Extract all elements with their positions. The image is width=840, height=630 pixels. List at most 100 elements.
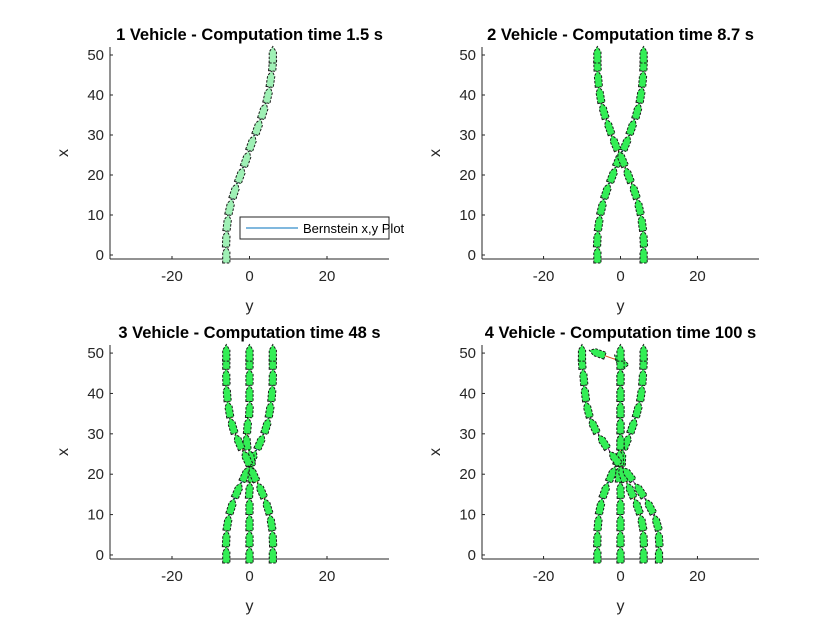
y-tick-label: 10 <box>87 207 104 224</box>
vehicle-marker <box>598 101 610 121</box>
vehicle-marker <box>228 182 240 201</box>
x-axis-label: y <box>246 598 254 615</box>
vehicle-marker <box>616 529 625 548</box>
vehicle-marker <box>637 513 648 532</box>
vehicle-marker <box>604 118 616 137</box>
x-tick-label: -20 <box>161 268 183 285</box>
vehicle-marker <box>225 497 237 516</box>
x-axis-label: y <box>617 598 625 615</box>
x-tick-label: 20 <box>319 568 336 585</box>
chart-title: 4 Vehicle - Computation time 100 s <box>485 324 756 342</box>
vehicle-marker <box>221 529 231 548</box>
vehicle-marker <box>222 545 231 564</box>
x-tick-label: -20 <box>161 568 183 585</box>
vehicle-marker <box>583 400 594 419</box>
vehicle-marker <box>605 166 618 185</box>
vehicle-marker <box>616 416 625 435</box>
x-tick-label: 0 <box>245 268 253 285</box>
vehicle-marker <box>588 417 601 436</box>
vehicle-marker <box>248 465 261 484</box>
x-axis-label: y <box>246 298 254 315</box>
vehicle-marker <box>245 529 254 548</box>
x-tick-label: 20 <box>319 268 336 285</box>
y-tick-label: 40 <box>459 385 476 402</box>
vehicle-marker <box>593 545 602 564</box>
vehicle-marker <box>579 367 589 387</box>
vehicle-marker <box>224 400 235 419</box>
vehicle-marker <box>617 150 630 169</box>
vehicle-marker <box>635 85 646 105</box>
vehicle-marker <box>577 343 587 362</box>
y-tick-label: 50 <box>459 345 476 362</box>
vehicle-marker <box>598 434 612 452</box>
subplot-1: -20 0 20 0 10 20 30 40 50 y x 1 Vehicle - Computati… <box>55 26 405 315</box>
y-tick-label: 20 <box>459 167 476 184</box>
vehicle-marker <box>593 529 602 548</box>
y-tick-label: 10 <box>459 507 476 524</box>
vehicle-marker <box>639 545 648 564</box>
vehicle-marker <box>267 384 277 403</box>
y-tick-label: 40 <box>87 385 104 402</box>
vehicle-marker <box>634 197 645 217</box>
vehicle-marker <box>245 134 257 153</box>
vehicle-marker <box>222 343 231 362</box>
vehicle-marker <box>626 416 638 436</box>
vehicle-marker <box>227 416 239 436</box>
x-tick-label: 0 <box>616 568 624 585</box>
y-tick-label: 10 <box>87 507 104 524</box>
vehicle-marker <box>637 213 648 232</box>
y-tick-label: 0 <box>468 547 476 564</box>
vehicle-marker <box>616 545 625 564</box>
subplot-2: -20 0 20 0 10 20 30 40 50 y x 2 Vehicle - Computati… <box>427 26 759 315</box>
vehicle-marker <box>654 529 664 548</box>
vehicle-marker <box>580 384 591 403</box>
vehicle-marker <box>616 367 625 386</box>
vehicle-marker <box>635 384 646 403</box>
vehicle-marker <box>245 513 254 532</box>
vehicle-marker <box>222 384 232 403</box>
vehicle-marker <box>631 400 643 419</box>
x-tick-label: 20 <box>689 268 706 285</box>
vehicle-marker <box>639 343 648 362</box>
y-tick-label: 30 <box>459 127 476 144</box>
chart-title: 3 Vehicle - Computation time 48 s <box>118 324 380 342</box>
vehicle-marker <box>222 245 231 264</box>
vehicle-marker <box>593 245 602 264</box>
x-axis-label: y <box>617 298 625 315</box>
vehicle-marker <box>245 545 254 564</box>
vehicle-marker <box>631 101 643 121</box>
y-tick-label: 20 <box>87 167 104 184</box>
y-tick-label: 0 <box>468 247 476 264</box>
chart-title: 2 Vehicle - Computation time 8.7 s <box>487 26 754 44</box>
vehicle-marker <box>260 416 272 436</box>
legend-box <box>239 216 390 240</box>
vehicle-marker <box>265 69 276 89</box>
vehicle-marker <box>594 497 606 516</box>
vehicle-marker <box>221 229 231 248</box>
vehicle-marker <box>268 529 278 548</box>
vehicle-marker <box>264 400 275 419</box>
vehicle-marker <box>262 497 274 516</box>
vehicle-marker <box>638 367 648 387</box>
vehicle-marker <box>616 497 625 515</box>
y-axis-label: x <box>55 149 72 157</box>
y-tick-label: 0 <box>96 247 104 264</box>
x-tick-label: 0 <box>245 568 253 585</box>
vehicle-marker <box>593 513 603 532</box>
vehicle-marker <box>242 416 252 435</box>
vehicle-marker <box>644 498 658 516</box>
vehicle-marker <box>241 449 254 468</box>
y-tick-label: 40 <box>87 87 104 104</box>
chart-title: 1 Vehicle - Computation time 1.5 s <box>116 26 383 44</box>
vehicle-marker <box>239 150 252 169</box>
vehicle-marker <box>654 545 664 564</box>
vehicle-marker <box>233 166 246 185</box>
vehicle-marker <box>629 182 641 201</box>
y-tick-label: 30 <box>459 426 476 443</box>
y-tick-label: 0 <box>96 547 104 564</box>
vehicle-marker <box>245 367 254 386</box>
vehicle-marker <box>604 465 618 484</box>
vehicle-marker <box>268 367 277 386</box>
vehicle-marker <box>592 229 602 248</box>
vehicle-marker <box>651 513 663 533</box>
